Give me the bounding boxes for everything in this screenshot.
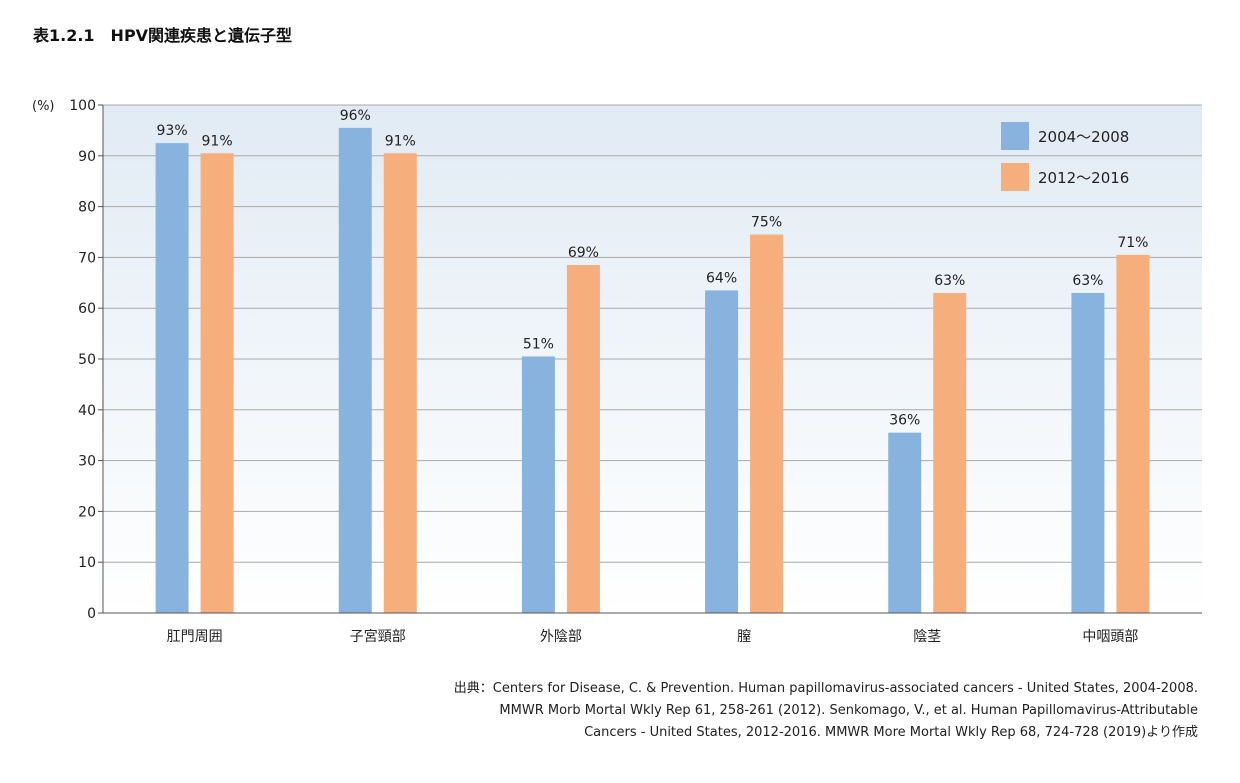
x-tick-label: 外陰部 — [540, 629, 582, 645]
y-tick-label: 10 — [78, 555, 96, 571]
bar — [1071, 292, 1105, 613]
data-label: 91% — [202, 133, 233, 149]
data-label: 64% — [706, 270, 737, 286]
bar — [1116, 254, 1150, 614]
y-tick-label: 60 — [78, 301, 96, 317]
y-axis-label: (%) — [32, 99, 55, 114]
legend-label: 2012〜2016 — [1038, 169, 1129, 187]
data-label: 51% — [523, 336, 554, 352]
data-label: 75% — [751, 215, 782, 231]
bar — [383, 153, 417, 613]
y-tick-label: 70 — [78, 250, 96, 266]
y-tick-label: 40 — [78, 403, 96, 419]
bar — [155, 143, 189, 613]
source-line: Cancers - United States, 2012-2016. MMWR… — [584, 725, 1198, 740]
data-label: 69% — [568, 245, 599, 261]
bar — [933, 292, 967, 613]
data-label: 63% — [934, 273, 965, 289]
data-label: 36% — [889, 413, 920, 429]
x-tick-label: 陰茎 — [913, 629, 941, 645]
y-tick-label: 20 — [78, 504, 96, 520]
y-tick-label: 0 — [87, 606, 96, 622]
bar — [521, 356, 555, 613]
axes: 0 10 20 30 40 50 60 70 80 90 100 (%) 肛門周囲 子宮頸部 外陰部 膣 陰茎 中… — [32, 98, 1202, 645]
x-tick-label: 膣 — [737, 628, 751, 645]
x-tick-label: 肛門周囲 — [167, 629, 223, 645]
x-tick-label: 子宮頸部 — [350, 629, 406, 645]
y-tick-label: 90 — [78, 149, 96, 165]
bars: 93% 91% 96% 91% 51% 69% 64% 75% 36% 63% 63% 71% — [155, 108, 1150, 614]
gridlines — [103, 104, 1202, 563]
bar — [566, 265, 600, 613]
source-line: MMWR Morb Mortal Wkly Rep 61, 258-261 (2… — [499, 703, 1198, 718]
data-label: 96% — [340, 108, 371, 124]
chart-title: 表1.2.1 HPV関連疾患と遺伝子型 — [33, 26, 293, 45]
legend: 2004〜2008 2012〜2016 — [1001, 122, 1129, 191]
legend-swatch — [1001, 163, 1029, 191]
source-line: 出典：Centers for Disease, C. & Prevention.… — [453, 681, 1198, 696]
data-label: 63% — [1072, 273, 1103, 289]
y-tick-label: 100 — [69, 98, 96, 114]
y-tick-label: 30 — [78, 454, 96, 470]
data-label: 93% — [157, 123, 188, 139]
legend-swatch — [1001, 122, 1029, 150]
x-tick-label: 中咽頭部 — [1082, 629, 1138, 645]
bar — [750, 234, 784, 614]
bar — [200, 153, 234, 613]
y-tick-label: 50 — [78, 352, 96, 368]
bar — [888, 432, 922, 613]
bar-chart: 93% 91% 96% 91% 51% 69% 64% 75% 36% 63% 63% 71% 0 10… — [32, 98, 1202, 645]
data-label: 71% — [1117, 235, 1148, 251]
bar — [705, 290, 739, 613]
data-label: 91% — [385, 133, 416, 149]
bar — [338, 127, 372, 614]
source-note: 出典：Centers for Disease, C. & Prevention.… — [454, 678, 1198, 744]
y-tick-label: 80 — [78, 200, 96, 216]
legend-label: 2004〜2008 — [1038, 128, 1129, 146]
